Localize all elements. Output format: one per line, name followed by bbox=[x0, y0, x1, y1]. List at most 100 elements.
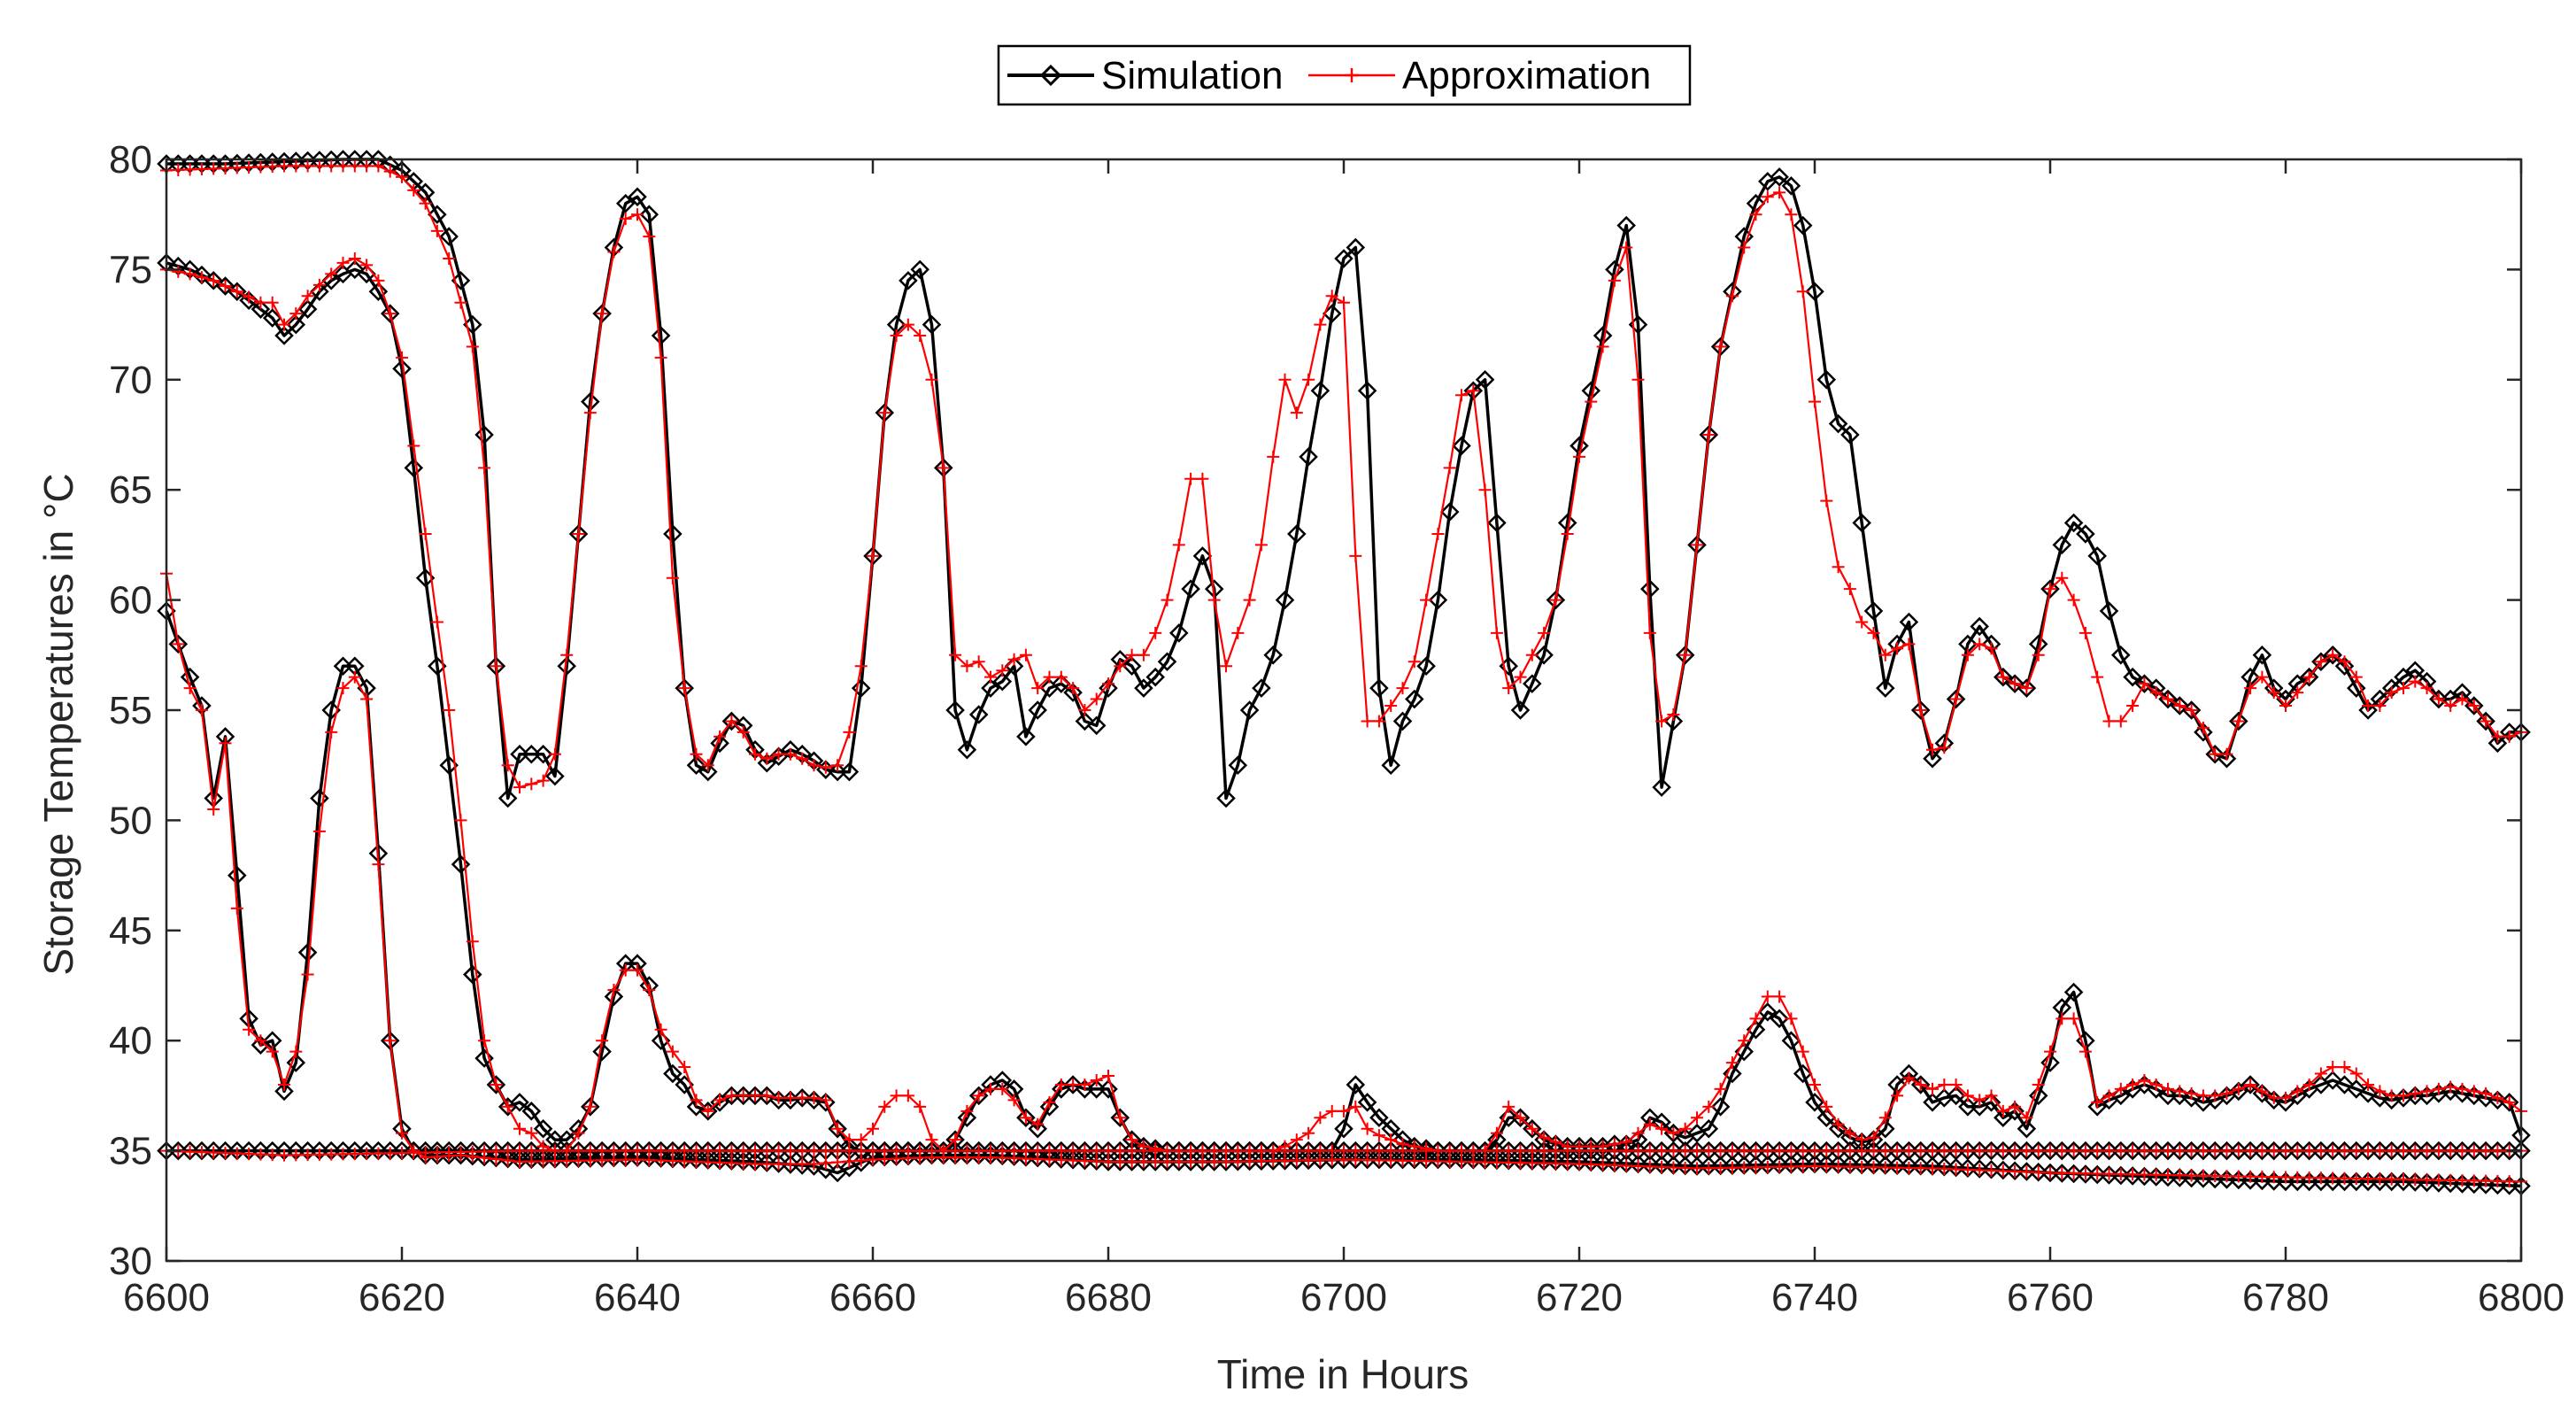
data-point-marker bbox=[1714, 340, 1727, 353]
data-point-marker bbox=[772, 747, 785, 761]
data-point-marker bbox=[172, 638, 185, 651]
data-point-marker bbox=[2326, 1171, 2340, 1185]
data-point-marker bbox=[207, 162, 220, 175]
data-point-marker bbox=[737, 1144, 750, 1157]
data-point-marker bbox=[1302, 373, 1315, 386]
data-point-marker bbox=[572, 527, 585, 540]
data-point-marker bbox=[1428, 590, 1448, 610]
data-point-marker bbox=[2173, 1144, 2187, 1157]
data-point-marker bbox=[1996, 1104, 2009, 1117]
data-point-marker bbox=[478, 461, 491, 475]
data-point-marker bbox=[195, 271, 208, 284]
data-point-marker bbox=[654, 1023, 667, 1036]
data-point-marker bbox=[721, 711, 742, 731]
data-point-marker bbox=[737, 725, 750, 738]
data-point-marker bbox=[643, 1144, 656, 1157]
data-point-marker bbox=[854, 1144, 868, 1157]
data-point-marker bbox=[1420, 1155, 1433, 1168]
data-point-marker bbox=[867, 549, 879, 562]
plot-area bbox=[157, 150, 2531, 1196]
data-point-marker bbox=[454, 1145, 467, 1158]
data-point-marker bbox=[583, 1100, 597, 1113]
data-point-marker bbox=[1372, 1144, 1385, 1157]
data-point-marker bbox=[195, 1146, 208, 1159]
data-point-marker bbox=[1525, 1122, 1539, 1135]
data-point-marker bbox=[2456, 692, 2469, 706]
data-point-marker bbox=[2028, 1086, 2048, 1106]
data-point-marker bbox=[1231, 626, 1245, 639]
data-point-marker bbox=[698, 762, 718, 782]
data-point-marker bbox=[607, 983, 621, 996]
data-point-marker bbox=[407, 1146, 420, 1159]
data-point-marker bbox=[1052, 1149, 1071, 1169]
data-point-marker bbox=[1102, 1144, 1114, 1157]
data-point-marker bbox=[949, 648, 962, 661]
data-point-marker bbox=[1043, 1095, 1056, 1109]
data-point-marker bbox=[2323, 646, 2342, 665]
data-point-marker bbox=[278, 1078, 290, 1091]
data-point-marker bbox=[1538, 1156, 1551, 1170]
data-point-marker bbox=[1243, 1144, 1256, 1157]
data-point-marker bbox=[2347, 678, 2366, 698]
data-point-marker bbox=[454, 814, 467, 827]
data-point-marker bbox=[1596, 1144, 1609, 1157]
data-point-marker bbox=[2114, 1082, 2127, 1095]
data-point-marker bbox=[1196, 472, 1209, 485]
data-point-marker bbox=[2076, 1164, 2095, 1184]
data-point-marker bbox=[2138, 677, 2151, 691]
data-point-marker bbox=[372, 159, 385, 173]
data-point-marker bbox=[2209, 747, 2222, 761]
data-point-marker bbox=[1699, 1118, 1719, 1139]
data-point-marker bbox=[383, 1034, 397, 1048]
x-axis-title: Time in Hours bbox=[1217, 1351, 1469, 1397]
data-point-marker bbox=[1749, 1012, 1762, 1025]
data-point-marker bbox=[497, 788, 518, 808]
data-point-marker bbox=[2349, 1144, 2363, 1157]
data-point-marker bbox=[463, 314, 482, 335]
data-point-marker bbox=[2076, 524, 2095, 544]
data-point-marker bbox=[2173, 700, 2187, 713]
data-point-marker bbox=[2194, 723, 2213, 742]
data-point-marker bbox=[1878, 1144, 1892, 1157]
data-point-marker bbox=[1416, 656, 1436, 677]
data-point-marker bbox=[2196, 1089, 2210, 1102]
data-point-marker bbox=[972, 1089, 985, 1102]
data-point-marker bbox=[1996, 1144, 2009, 1157]
data-point-marker bbox=[2102, 1089, 2116, 1102]
data-point-marker bbox=[548, 747, 561, 761]
data-point-marker bbox=[1514, 1156, 1527, 1170]
data-point-marker bbox=[1549, 1144, 1562, 1157]
y-tick-label: 65 bbox=[109, 468, 152, 512]
y-axis-title: Storage Temperatures in °C bbox=[35, 473, 81, 975]
data-point-marker bbox=[1278, 373, 1292, 386]
data-point-marker bbox=[2420, 1144, 2433, 1157]
data-point-marker bbox=[2091, 670, 2104, 684]
data-point-marker bbox=[1710, 336, 1731, 357]
data-point-marker bbox=[604, 986, 624, 1007]
data-point-marker bbox=[1631, 373, 1645, 386]
data-point-marker bbox=[2314, 1144, 2327, 1157]
data-point-marker bbox=[1361, 1122, 1374, 1135]
data-point-marker bbox=[1761, 190, 1774, 204]
data-point-marker bbox=[2444, 1080, 2457, 1094]
data-point-marker bbox=[1487, 513, 1507, 533]
data-point-marker bbox=[1114, 1156, 1127, 1169]
data-point-marker bbox=[380, 1031, 400, 1050]
data-point-marker bbox=[1961, 1164, 1974, 1176]
data-point-marker bbox=[1785, 1160, 1798, 1173]
data-point-marker bbox=[957, 1108, 977, 1128]
data-point-marker bbox=[536, 1155, 550, 1168]
data-point-marker bbox=[1338, 1104, 1350, 1117]
data-point-marker bbox=[1125, 648, 1138, 661]
legend-simulation-marker-diamond bbox=[1039, 64, 1062, 87]
data-point-marker bbox=[1090, 692, 1103, 706]
data-point-marker bbox=[2099, 1165, 2119, 1185]
data-point-marker bbox=[1949, 1078, 1963, 1091]
data-point-marker bbox=[443, 251, 456, 265]
data-point-marker bbox=[807, 1144, 821, 1157]
data-point-marker bbox=[1702, 1144, 1716, 1157]
data-point-marker bbox=[2349, 670, 2363, 684]
data-point-marker bbox=[631, 208, 644, 221]
data-point-marker bbox=[768, 1154, 789, 1173]
data-point-marker bbox=[968, 705, 989, 724]
